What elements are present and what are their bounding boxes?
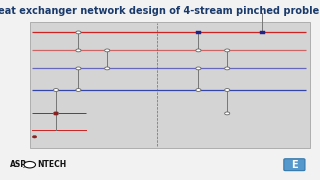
Circle shape xyxy=(105,49,110,52)
Circle shape xyxy=(24,161,36,168)
FancyBboxPatch shape xyxy=(284,159,305,171)
Circle shape xyxy=(225,89,230,91)
Circle shape xyxy=(196,49,201,52)
Circle shape xyxy=(105,67,110,70)
Circle shape xyxy=(32,136,37,138)
Circle shape xyxy=(76,67,81,70)
Bar xyxy=(54,112,58,115)
Text: NTECH: NTECH xyxy=(37,160,67,169)
Circle shape xyxy=(196,89,201,91)
Circle shape xyxy=(196,67,201,70)
Bar xyxy=(30,22,310,148)
Bar xyxy=(260,31,265,34)
Bar xyxy=(196,31,201,34)
Circle shape xyxy=(225,67,230,70)
Circle shape xyxy=(225,49,230,52)
Text: ASP: ASP xyxy=(10,160,27,169)
Text: E: E xyxy=(291,160,298,170)
Circle shape xyxy=(76,31,81,34)
Text: Heat exchanger network design of 4-stream pinched problem: Heat exchanger network design of 4-strea… xyxy=(0,6,320,16)
Circle shape xyxy=(76,49,81,52)
Circle shape xyxy=(76,89,81,91)
Circle shape xyxy=(225,112,230,115)
Circle shape xyxy=(53,89,59,91)
Circle shape xyxy=(53,112,59,115)
